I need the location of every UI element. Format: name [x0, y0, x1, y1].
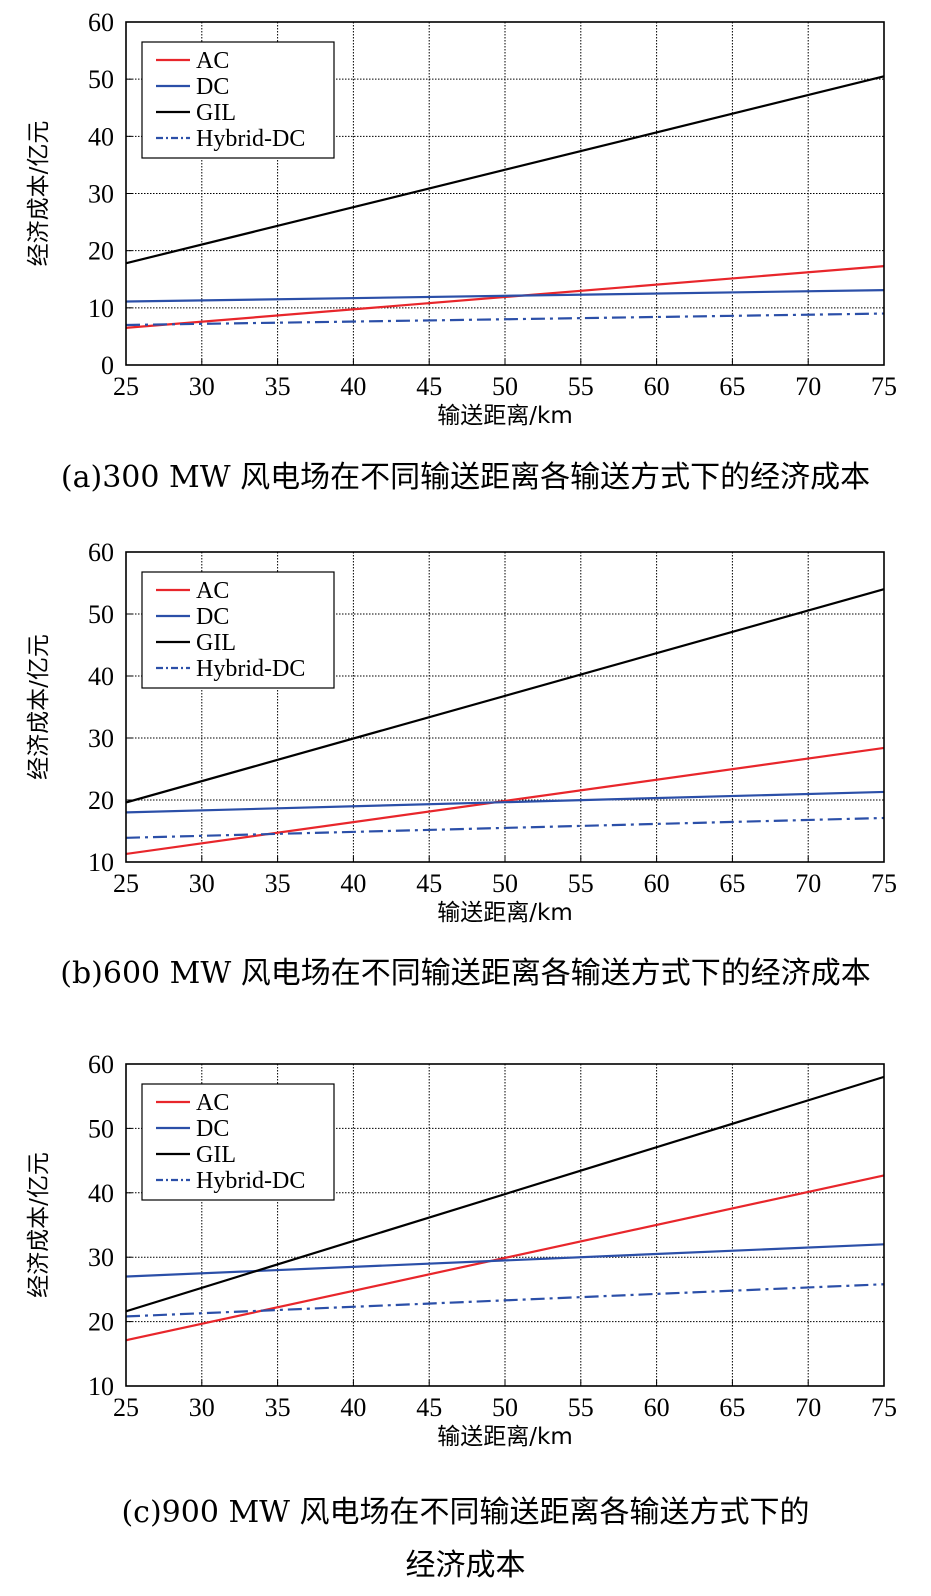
x-tick-label: 35 [265, 1393, 291, 1422]
y-tick-label: 10 [88, 848, 114, 877]
y-tick-label: 50 [88, 600, 114, 629]
x-tick-label: 55 [568, 869, 594, 898]
x-tick-label: 60 [644, 1393, 670, 1422]
x-tick-label: 70 [795, 372, 821, 401]
x-tick-label: 50 [492, 869, 518, 898]
legend-label-gil: GIL [196, 1142, 236, 1168]
series-line-dc [125, 289, 885, 303]
x-tick-label: 65 [719, 1393, 745, 1422]
y-tick-label: 60 [88, 1050, 114, 1079]
legend-label-hybrid-dc: Hybrid-DC [196, 656, 305, 682]
y-axis-title: 经济成本/亿元 [26, 1152, 52, 1298]
y-tick-label: 30 [88, 180, 114, 209]
x-tick-label: 75 [871, 372, 897, 401]
x-tick-label: 75 [871, 869, 897, 898]
x-tick-label: 60 [644, 372, 670, 401]
chart-b: 25 30 35 40 45 50 55 60 65 70 75 10 20 30 40 50 60 输送距离/k… [26, 538, 897, 926]
x-tick-label: 55 [568, 1393, 594, 1422]
y-tick-label: 20 [88, 1308, 114, 1337]
legend-label-gil: GIL [196, 630, 236, 656]
x-tick-label: 25 [113, 1393, 139, 1422]
series-line-gil [125, 1075, 885, 1313]
y-tick-label: 40 [88, 1179, 114, 1208]
x-axis-title: 输送距离/km [437, 1424, 572, 1450]
y-axis-title: 经济成本/亿元 [26, 634, 52, 780]
y-tick-label: 50 [88, 1114, 114, 1143]
chart-a: 25 30 35 40 45 50 55 60 65 70 75 0 10 20 30 40 50 60 输送距离/… [26, 8, 897, 429]
series-line-ac [125, 1174, 885, 1342]
y-tick-label: 30 [88, 724, 114, 753]
series-line-hybrid-dc [125, 816, 885, 839]
y-tick-label: 40 [88, 662, 114, 691]
series-line-dc [125, 790, 885, 814]
series-line-ac [125, 265, 885, 329]
y-tick-label: 40 [88, 122, 114, 151]
y-tick-label: 60 [88, 8, 114, 37]
caption-c: (c)900 MW 风电场在不同输送距离各输送方式下的 [121, 1495, 810, 1530]
y-tick-label: 20 [88, 786, 114, 815]
x-tick-label: 45 [416, 372, 442, 401]
y-tick-label: 60 [88, 538, 114, 567]
y-tick-label: 30 [88, 1243, 114, 1272]
y-tick-label: 0 [101, 351, 114, 380]
series-line-gil [125, 75, 885, 265]
x-axis-title: 输送距离/km [437, 403, 572, 429]
y-tick-label: 20 [88, 237, 114, 266]
legend-label-gil: GIL [196, 100, 236, 126]
legend-label-dc: DC [196, 604, 229, 630]
legend-label-ac: AC [196, 1090, 229, 1116]
legend-label-ac: AC [196, 48, 229, 74]
y-axis-title: 经济成本/亿元 [26, 121, 52, 267]
legend-label-dc: DC [196, 74, 229, 100]
caption-c-line2: 经济成本 [405, 1548, 526, 1583]
x-tick-label: 45 [416, 1393, 442, 1422]
y-tick-label: 10 [88, 1372, 114, 1401]
x-tick-label: 40 [340, 1393, 366, 1422]
caption-b: (b)600 MW 风电场在不同输送距离各输送方式下的经济成本 [60, 956, 871, 991]
x-tick-label: 25 [113, 372, 139, 401]
x-tick-label: 70 [795, 869, 821, 898]
x-tick-label: 40 [340, 372, 366, 401]
legend-label-hybrid-dc: Hybrid-DC [196, 126, 305, 152]
x-tick-label: 75 [871, 1393, 897, 1422]
x-tick-label: 30 [189, 372, 215, 401]
x-tick-label: 50 [492, 372, 518, 401]
x-tick-label: 30 [189, 869, 215, 898]
x-tick-label: 35 [265, 372, 291, 401]
series-line-gil [125, 588, 885, 804]
series-line-hybrid-dc [125, 1283, 885, 1318]
legend-label-dc: DC [196, 1116, 229, 1142]
legend-label-ac: AC [196, 578, 229, 604]
series-line-ac [125, 746, 885, 856]
x-axis-title: 输送距离/km [437, 900, 572, 926]
x-tick-label: 65 [719, 372, 745, 401]
x-tick-label: 70 [795, 1393, 821, 1422]
x-tick-label: 65 [719, 869, 745, 898]
x-tick-label: 60 [644, 869, 670, 898]
x-tick-label: 40 [340, 869, 366, 898]
chart-c: 25 30 35 40 45 50 55 60 65 70 75 10 20 30 40 50 60 输送距离/k… [26, 1050, 897, 1450]
x-tick-label: 30 [189, 1393, 215, 1422]
x-tick-label: 50 [492, 1393, 518, 1422]
legend-label-hybrid-dc: Hybrid-DC [196, 1168, 305, 1194]
x-tick-label: 55 [568, 372, 594, 401]
x-tick-label: 25 [113, 869, 139, 898]
y-tick-label: 10 [88, 294, 114, 323]
x-tick-label: 35 [265, 869, 291, 898]
x-tick-label: 45 [416, 869, 442, 898]
series-line-hybrid-dc [125, 312, 885, 327]
caption-a: (a)300 MW 风电场在不同输送距离各输送方式下的经济成本 [60, 460, 871, 495]
y-tick-label: 50 [88, 65, 114, 94]
